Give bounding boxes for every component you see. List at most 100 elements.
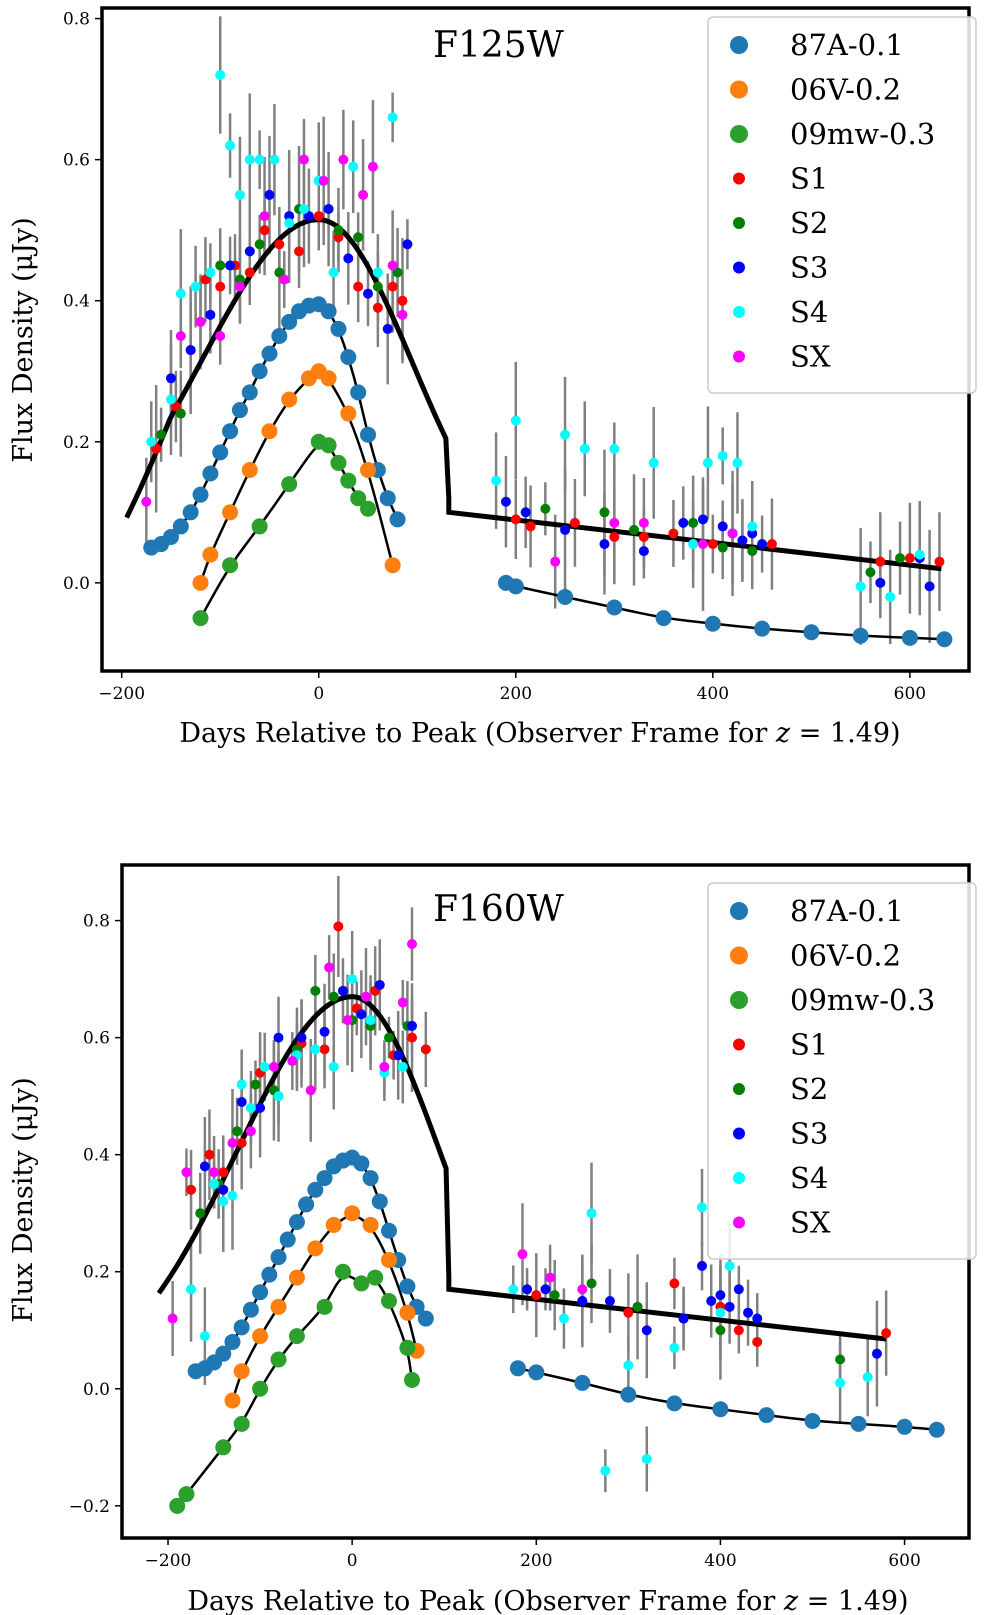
legend-marker-sx [733,350,745,363]
x-axis-title-z: z [775,718,791,749]
point-87a-0.1 [353,1155,370,1172]
point-s4 [372,267,383,278]
point-87a-0.1 [316,1170,333,1187]
point-s3 [185,345,196,356]
point-s3 [218,1184,229,1195]
point-s4 [205,267,216,278]
point-s1 [244,267,255,278]
point-s4 [397,1061,408,1072]
point-87a-0.1 [288,1213,305,1230]
point-87a-0.1 [182,504,199,521]
legend-marker-87a-0.1 [730,36,748,54]
x-tick-label: −200 [145,1551,192,1571]
point-87a-0.1 [307,1181,324,1198]
point-s2 [234,274,245,285]
point-s3 [875,577,886,588]
point-sx [358,189,369,200]
point-s1 [151,443,162,454]
point-s4 [236,1079,247,1090]
point-87a-0.1 [754,620,771,637]
point-s2 [195,1208,206,1219]
point-s1 [669,1278,680,1289]
point-s3 [697,514,708,525]
point-s4 [186,1284,197,1295]
point-s3 [244,246,255,257]
point-87a-0.1 [251,363,268,380]
point-s1 [200,274,211,285]
point-s2 [688,517,699,528]
point-sx [697,539,708,550]
legend-label: SX [790,1206,831,1240]
point-s2 [629,524,640,535]
point-09mw-0.3 [288,1328,305,1345]
point-06v-0.2 [340,405,357,422]
point-s1 [881,1328,892,1339]
point-s4 [855,581,866,592]
panel-f125w: 0.0 0.2 0.4 0.6 0.8 −200 0 200 400 600 F125W Flu… [8,6,977,749]
point-s2 [599,507,610,518]
y-tick-label: 0.8 [83,912,110,932]
point-s4 [732,457,743,468]
point-s2 [215,260,226,271]
point-06v-0.2 [233,1363,250,1380]
point-s3 [733,1284,744,1295]
point-s3 [737,535,748,546]
point-09mw-0.3 [320,437,337,454]
point-s3 [337,985,348,996]
point-s1 [204,1149,215,1160]
point-s3 [284,211,295,222]
point-s4 [227,1190,238,1201]
point-sx [287,1056,298,1067]
point-s4 [387,112,398,123]
point-s2 [310,985,321,996]
point-s4 [715,1307,726,1318]
point-s3 [273,1032,284,1043]
point-09mw-0.3 [192,610,209,627]
point-s1 [387,281,398,292]
point-s3 [638,546,649,557]
point-s4 [702,457,713,468]
point-87a-0.1 [620,1386,637,1403]
legend-marker-s2 [733,1083,745,1095]
point-06v-0.2 [252,1328,269,1345]
legend-label: SX [790,340,831,374]
point-s4 [724,1260,735,1271]
point-s3 [752,1313,763,1324]
legend-marker-s2 [733,217,745,229]
point-87a-0.1 [417,1310,434,1327]
point-s1 [353,281,364,292]
point-87a-0.1 [224,1333,241,1350]
y-tick-label: 0.6 [63,151,90,171]
point-s4 [558,1313,569,1324]
point-s2 [549,1290,560,1301]
x-tick-label: −200 [98,684,145,704]
panel-f160w: −0.2 0.0 0.2 0.4 0.6 0.8 −200 0 200 400 600 F160W… [8,863,977,1615]
point-09mw-0.3 [316,1298,333,1315]
legend-label: 06V-0.2 [790,939,901,973]
point-87a-0.1 [896,1418,913,1435]
point-sx [167,1313,178,1324]
legend-box [707,882,977,1260]
point-s4 [199,1331,210,1342]
legend-label: 87A-0.1 [790,894,904,928]
point-87a-0.1 [389,511,406,528]
point-s3 [402,239,413,250]
point-sx [215,330,226,341]
point-s1 [372,302,383,313]
point-09mw-0.3 [380,1292,397,1309]
point-09mw-0.3 [367,1269,384,1286]
y-tick-label: 0.0 [83,1380,110,1400]
point-sx [397,997,408,1008]
point-s3 [363,288,374,299]
point-87a-0.1 [758,1407,775,1424]
point-sx [245,1126,256,1137]
point-s1 [510,514,521,525]
legend-label: S1 [790,162,828,196]
legend: 87A-0.1 06V-0.2 09mw-0.3 S1 S2 S3 S4 SX [707,16,977,394]
point-s1 [259,225,270,236]
x-axis-title-z: z [783,1586,799,1615]
point-s3 [199,1161,210,1172]
point-09mw-0.3 [330,454,347,471]
point-06v-0.2 [307,1240,324,1257]
